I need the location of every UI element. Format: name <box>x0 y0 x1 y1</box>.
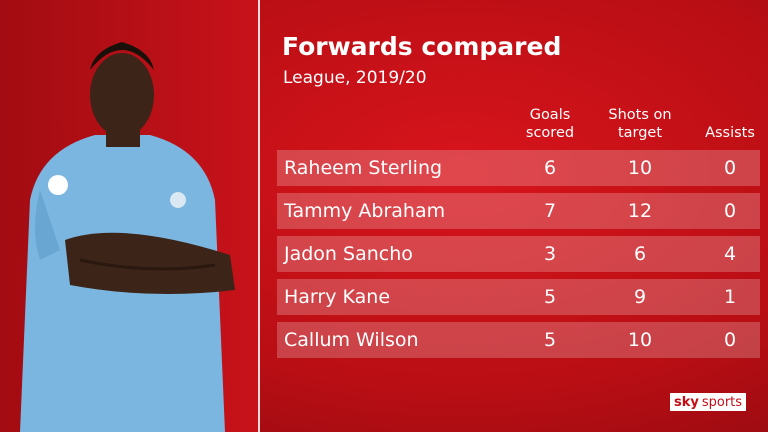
player-photo <box>20 42 235 432</box>
logo: sky sports <box>670 393 747 411</box>
stat-value: 7 <box>543 200 557 222</box>
table-row: Harry Kane 5 9 1 <box>277 279 760 315</box>
column-header: Assists <box>705 125 755 141</box>
title: Forwards compared <box>282 32 562 61</box>
column-header: Shots on target <box>608 107 672 141</box>
stat-value: 10 <box>627 329 653 351</box>
stat-value: 3 <box>543 243 557 265</box>
stat-value: 5 <box>543 329 557 351</box>
player-name: Raheem Sterling <box>284 157 443 179</box>
table-row: Callum Wilson 5 10 0 <box>277 322 760 358</box>
stat-value: 0 <box>723 329 737 351</box>
player-name: Callum Wilson <box>284 329 419 351</box>
player-name: Jadon Sancho <box>284 243 413 265</box>
stat-value: 0 <box>723 200 737 222</box>
stat-value: 1 <box>723 286 737 308</box>
stat-value: 9 <box>633 286 647 308</box>
stat-value: 12 <box>627 200 653 222</box>
stat-value: 4 <box>723 243 737 265</box>
stat-value: 6 <box>543 157 557 179</box>
stat-value: 0 <box>723 157 737 179</box>
divider <box>258 0 260 432</box>
table-row: Jadon Sancho 3 6 4 <box>277 236 760 272</box>
stat-value: 6 <box>633 243 647 265</box>
player-name: Harry Kane <box>284 286 391 308</box>
column-header: Goals scored <box>525 107 575 141</box>
logo-product: sports <box>701 394 743 410</box>
stat-value: 10 <box>627 157 653 179</box>
logo-brand: sky <box>674 394 699 410</box>
stat-value: 5 <box>543 286 557 308</box>
table-row: Tammy Abraham 7 12 0 <box>277 193 760 229</box>
table-row: Raheem Sterling 6 10 0 <box>277 150 760 186</box>
player-name: Tammy Abraham <box>284 200 446 222</box>
subtitle: League, 2019/20 <box>283 68 427 88</box>
